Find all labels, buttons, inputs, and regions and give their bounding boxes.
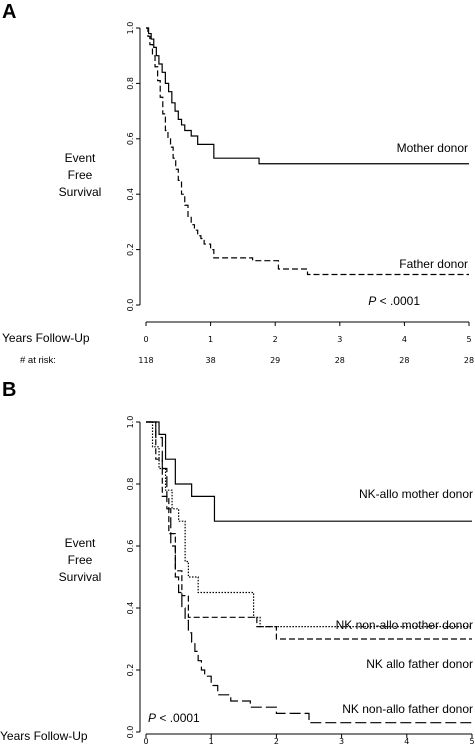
survival-curve-nk-allo-mother-donor [146,421,472,522]
pvalue-text: < .0001 [156,711,200,725]
panel-a-letter: A [2,1,16,23]
series-label: Father donor [399,257,468,271]
x-tick-label: 5 [466,335,471,344]
panel-b-x-axis-label: Years Follow-Up [0,729,88,743]
pvalue-letter: P [368,294,376,308]
y-tick-label: 1.0 [126,416,135,429]
x-tick-label: 3 [337,335,342,344]
y-tick-label: 0.4 [126,188,135,201]
y-tick-label: 0.8 [126,77,135,90]
series-label: Mother donor [397,141,468,155]
y-tick-label: 0.4 [126,602,135,615]
pvalue-letter: P [148,711,156,725]
survival-curve-nk-non-allo-mother-donor [146,421,472,628]
y-tick-label: 1.0 [126,22,135,35]
pvalue-text: < .0001 [376,294,420,308]
y-label-line-3: Survival [59,570,102,584]
x-tick-label: 1 [208,335,213,344]
panel-a-y-axis-label: Event Free Survival [59,151,102,199]
at-risk-count: 38 [206,356,216,365]
panel-a-plot: 0.0 0.2 0.4 0.6 0.8 1.0 0 1 2 3 4 5 118 38 29 28 28 28 Mot… [126,22,474,365]
x-tick-label: 1 [209,737,214,744]
panel-b-letter: B [2,379,16,401]
y-tick-label: 0.2 [126,243,135,256]
x-tick-label: 2 [273,335,278,344]
panel-b-pvalue: P < .0001 [148,711,200,725]
panel-b-y-axis-label: Event Free Survival [59,536,102,584]
x-tick-label: 5 [469,737,474,744]
at-risk-count: 118 [138,356,153,365]
x-tick-label: 2 [274,737,279,744]
survival-curve-nk-allo-father-donor [146,421,472,640]
x-tick-label: 3 [339,737,344,744]
series-label: NK-allo mother donor [359,487,473,501]
y-label-line-1: Event [65,151,96,165]
series-label: NK non-allo father donor [342,702,473,716]
panel-b-plot: 0.0 0.2 0.4 0.6 0.8 1.0 0 1 2 3 4 5 NK-allo mother d… [126,416,475,744]
survival-curve-mother-donor [146,27,469,165]
y-label-line-3: Survival [59,185,102,199]
y-tick-label: 0.0 [126,299,135,312]
series-label: NK allo father donor [366,657,473,671]
y-tick-label: 0.2 [126,664,135,677]
at-risk-count: 28 [335,356,345,365]
y-tick-label: 0.0 [126,726,135,739]
survival-curve-nk-non-allo-father-donor [146,421,472,724]
x-tick-label: 0 [143,335,148,344]
at-risk-count: 28 [464,356,474,365]
at-risk-label: # at risk: [20,355,56,366]
y-label-line-2: Free [68,168,93,182]
panel-a-x-axis-label: Years Follow-Up [2,331,90,345]
panel-a-pvalue: P < .0001 [368,294,420,308]
x-tick-label: 4 [404,737,409,744]
y-label-line-2: Free [68,553,93,567]
survival-curve-father-donor [146,27,469,276]
at-risk-count: 28 [399,356,409,365]
y-tick-label: 0.8 [126,478,135,491]
at-risk-count: 29 [270,356,280,365]
series-label: NK non-allo mother donor [336,618,473,632]
y-label-line-1: Event [65,536,96,550]
x-tick-label: 0 [143,737,148,744]
y-tick-label: 0.6 [126,132,135,145]
y-tick-label: 0.6 [126,540,135,553]
x-tick-label: 4 [402,335,407,344]
